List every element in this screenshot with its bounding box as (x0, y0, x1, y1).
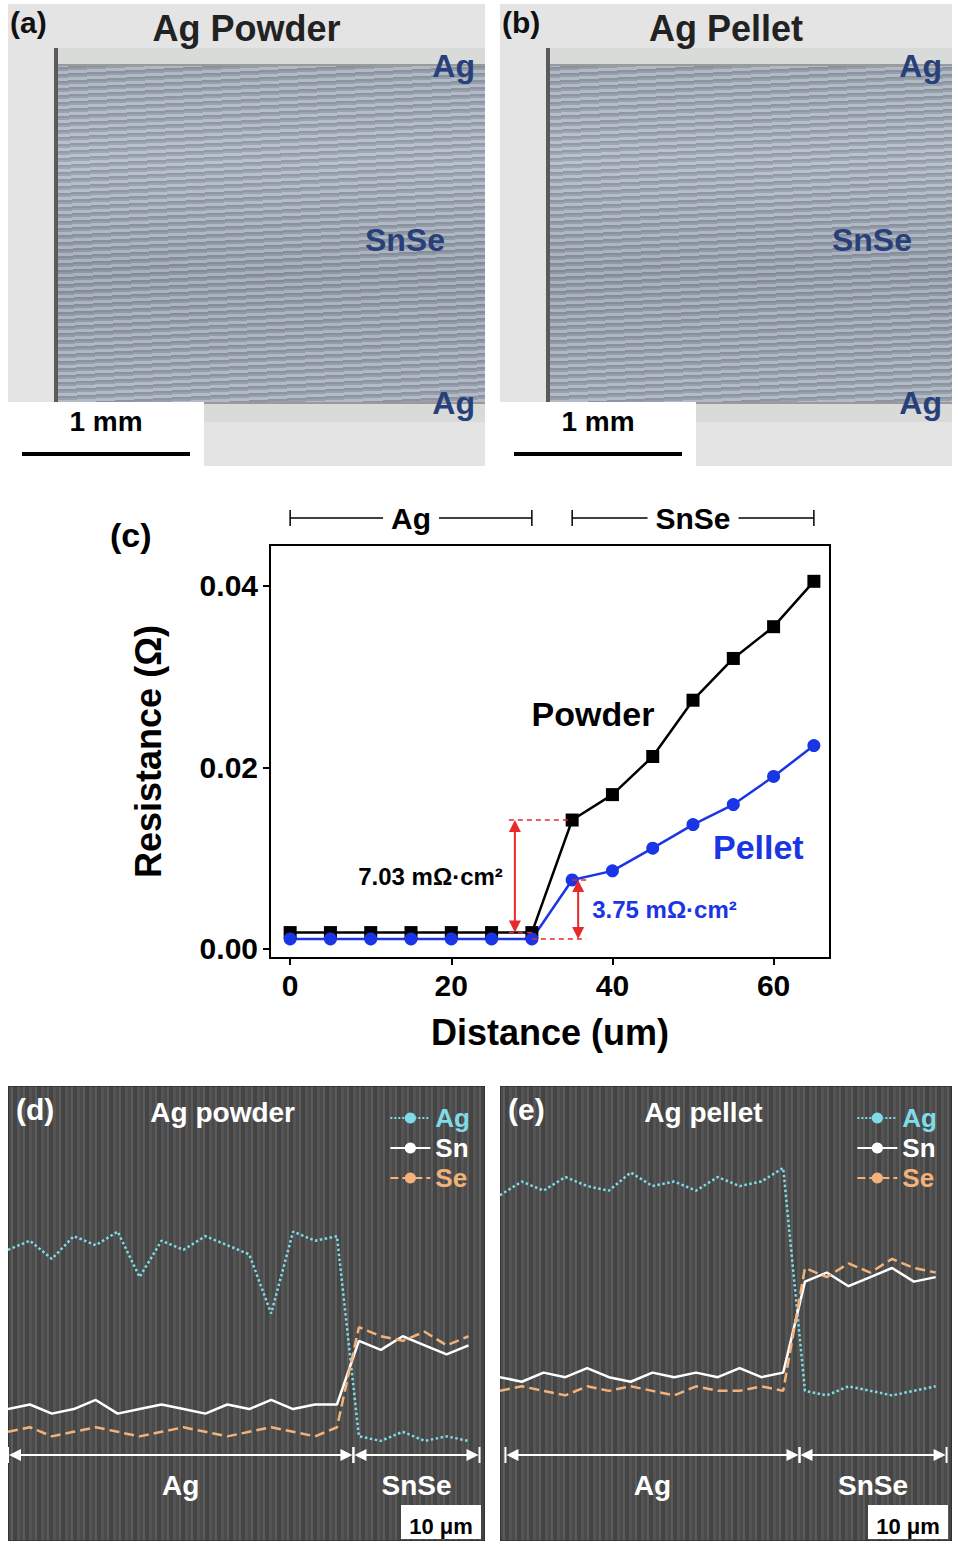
html-text:Ag: Ag (899, 48, 942, 84)
svg-text:0.04: 0.04 (200, 569, 259, 602)
html-text:1 mm: 1 mm (69, 406, 143, 437)
svg-text:60: 60 (757, 969, 790, 1002)
svg-text:SnSe: SnSe (656, 502, 731, 535)
svg-text:(d): (d) (16, 1093, 54, 1126)
svg-text:0.02: 0.02 (200, 751, 258, 784)
svg-text:Distance (um): Distance (um) (431, 1012, 669, 1053)
svg-text:10 μm: 10 μm (409, 1514, 473, 1539)
svg-text:Ag: Ag (634, 1470, 671, 1501)
svg-text:7.03 mΩ·cm²: 7.03 mΩ·cm² (358, 863, 503, 890)
svg-text:20: 20 (435, 969, 468, 1002)
html-text:SnSe: SnSe (365, 222, 445, 258)
svg-text:SnSe: SnSe (838, 1470, 908, 1501)
svg-text:Ag: Ag (391, 502, 431, 535)
svg-text:Se: Se (435, 1163, 467, 1193)
svg-text:Ag powder: Ag powder (150, 1097, 295, 1128)
html-text:(b): (b) (502, 6, 541, 39)
svg-text:0.00: 0.00 (200, 932, 258, 965)
svg-text:40: 40 (596, 969, 629, 1002)
svg-text:(e): (e) (508, 1093, 545, 1126)
svg-text:Ag: Ag (162, 1470, 199, 1501)
svg-text:10 μm: 10 μm (876, 1514, 940, 1539)
html-text:(a): (a) (10, 6, 47, 39)
svg-text:Pellet: Pellet (713, 828, 804, 866)
svg-text:Resistance (Ω): Resistance (Ω) (128, 625, 169, 878)
svg-text:Ag: Ag (435, 1103, 470, 1133)
svg-text:0: 0 (282, 969, 299, 1002)
html-text:Ag: Ag (432, 385, 475, 421)
html-text:1 mm: 1 mm (561, 406, 635, 437)
svg-text:Sn: Sn (902, 1133, 935, 1163)
svg-text:(c): (c) (110, 516, 152, 554)
svg-text:3.75 mΩ·cm²: 3.75 mΩ·cm² (592, 896, 737, 923)
html-text:Ag Pellet: Ag Pellet (649, 8, 803, 49)
html-text:Ag: Ag (899, 385, 942, 421)
svg-text:Sn: Sn (435, 1133, 468, 1163)
html-text:Ag: Ag (432, 48, 475, 84)
svg-text:Ag pellet: Ag pellet (644, 1097, 762, 1128)
svg-text:Ag: Ag (902, 1103, 937, 1133)
svg-text:Powder: Powder (532, 695, 655, 733)
svg-text:Se: Se (902, 1163, 934, 1193)
html-text:SnSe: SnSe (832, 222, 912, 258)
svg-text:SnSe: SnSe (381, 1470, 451, 1501)
html-text:Ag Powder: Ag Powder (152, 8, 341, 49)
